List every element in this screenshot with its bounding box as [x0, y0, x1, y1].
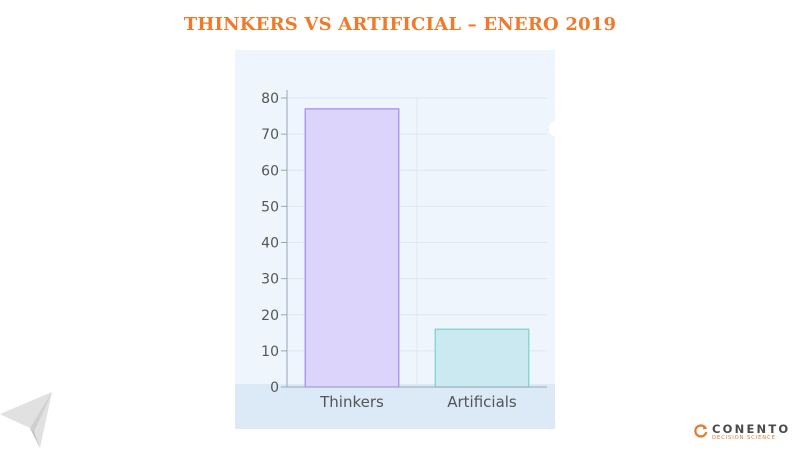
y-tick-label: 40 — [261, 236, 279, 252]
panel-edge-handle — [549, 122, 559, 136]
y-tick-label: 30 — [261, 272, 279, 288]
y-tick-label: 80 — [261, 91, 279, 107]
chart-svg: 0 10 20 30 40 50 60 70 80 Thinkers Artificials — [261, 90, 547, 411]
conento-swirl-icon — [694, 424, 708, 438]
conento-logo: CONENTO DECISION SCIENCE — [694, 422, 794, 446]
slide-title: THINKERS VS ARTIFICIAL – ENERO 2019 — [183, 14, 617, 35]
y-tick-label: 0 — [270, 380, 279, 396]
y-tick-label: 60 — [261, 163, 279, 179]
y-tick-label: 20 — [261, 308, 279, 324]
bar-thinkers — [304, 108, 400, 388]
x-tick-label: Thinkers — [319, 393, 384, 411]
y-tick-label: 50 — [261, 199, 279, 215]
conento-tagline: DECISION SCIENCE — [712, 435, 776, 441]
x-axis-band — [235, 384, 555, 429]
paper-plane-logo-icon — [0, 392, 52, 448]
conento-wordmark: CONENTO — [712, 422, 791, 436]
y-tick-label: 10 — [261, 344, 279, 360]
bar-chart: 0 10 20 30 40 50 60 70 80 Thinkers Artificials — [235, 50, 559, 429]
bar-artificials — [434, 328, 530, 388]
x-tick-label: Artificials — [447, 393, 517, 411]
y-tick-label: 70 — [261, 127, 279, 143]
